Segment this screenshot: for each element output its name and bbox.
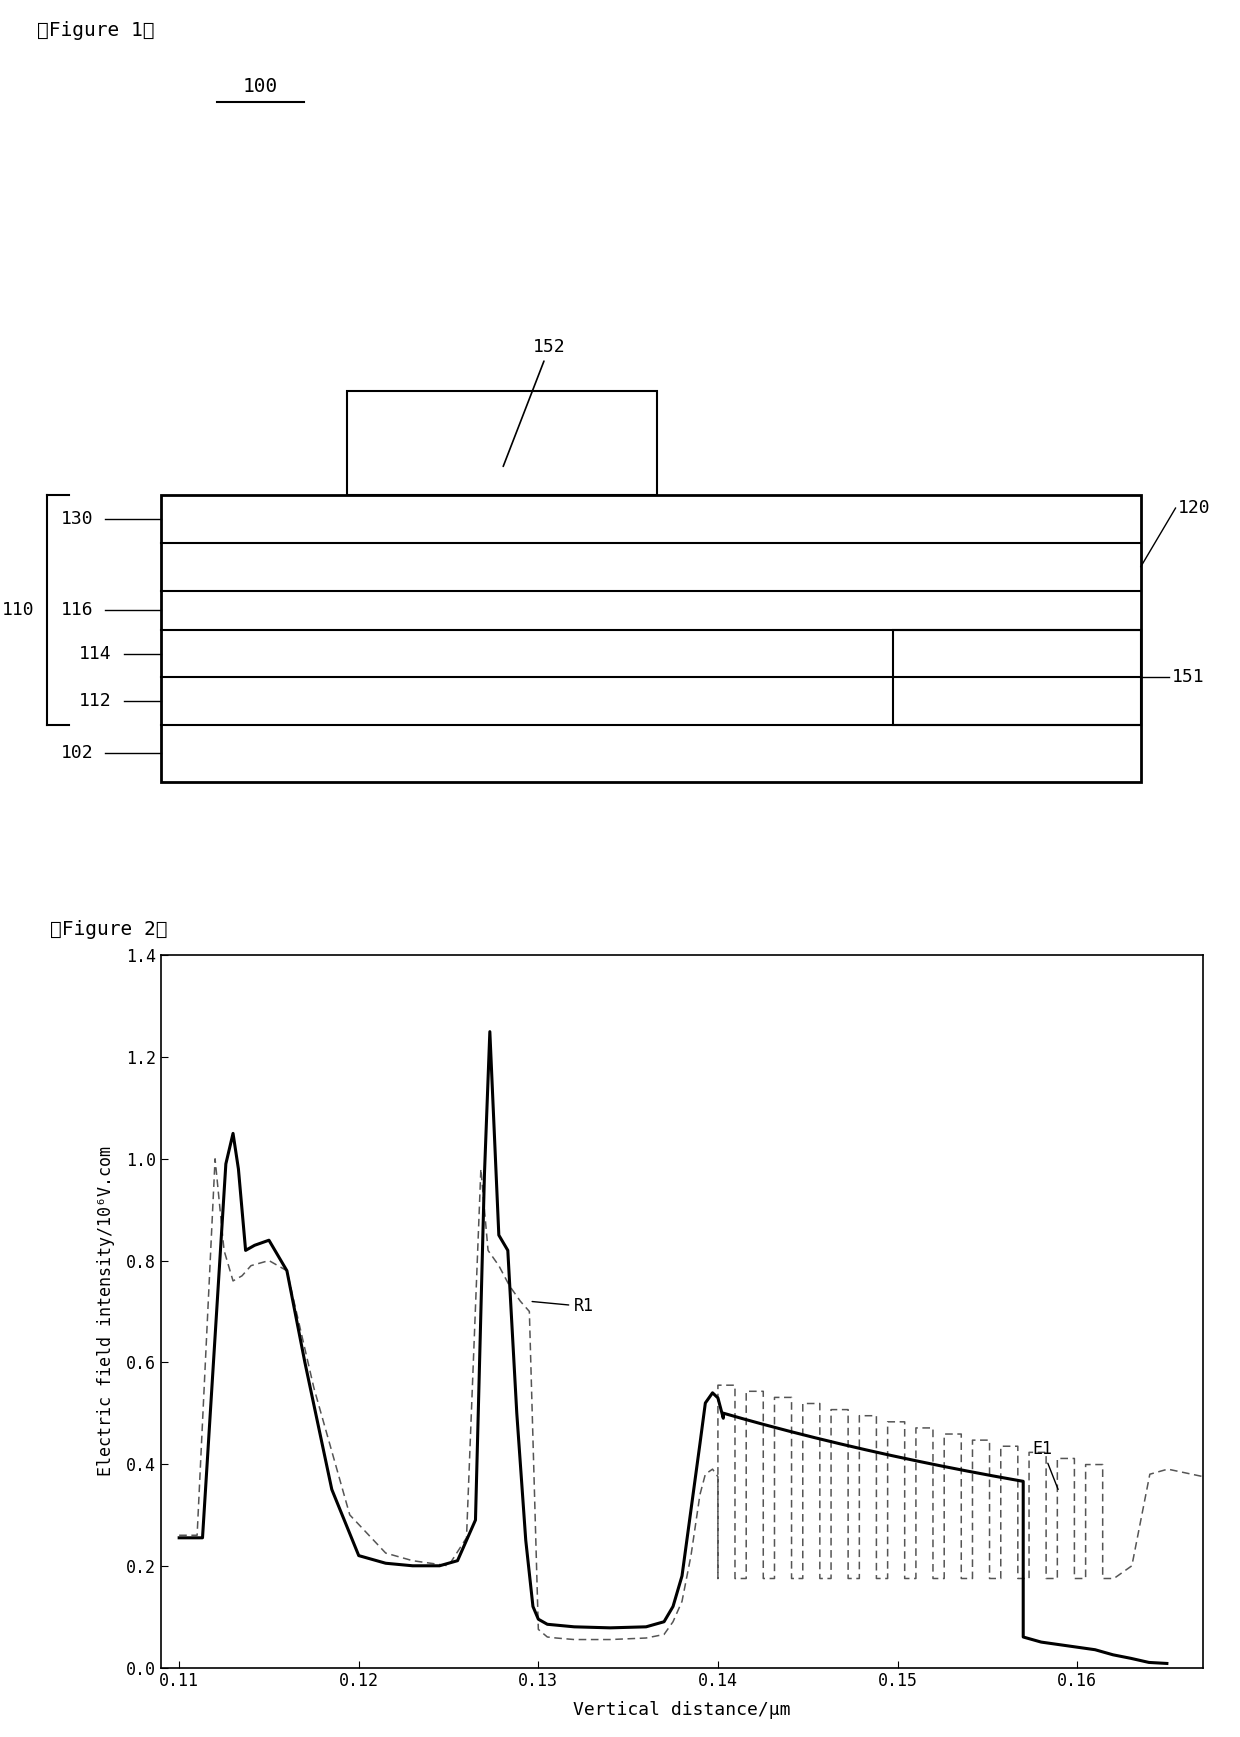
Text: 110: 110 <box>2 601 35 618</box>
Text: 152: 152 <box>503 337 565 467</box>
Text: 151: 151 <box>1172 669 1204 686</box>
Text: 100: 100 <box>243 78 278 96</box>
Text: 102: 102 <box>61 745 93 763</box>
Text: 【Figure 2】: 【Figure 2】 <box>50 919 167 938</box>
Text: R1: R1 <box>532 1298 594 1315</box>
Text: 112: 112 <box>79 693 112 710</box>
Text: 【Figure 1】: 【Figure 1】 <box>37 21 155 40</box>
Y-axis label: Electric field intensity/10⁶V.com: Electric field intensity/10⁶V.com <box>97 1146 115 1476</box>
Text: 120: 120 <box>1178 499 1210 518</box>
Text: 116: 116 <box>61 601 93 618</box>
Text: E1: E1 <box>1032 1440 1058 1489</box>
Text: 114: 114 <box>79 644 112 662</box>
X-axis label: Vertical distance/μm: Vertical distance/μm <box>573 1702 791 1720</box>
Text: 130: 130 <box>61 511 93 528</box>
